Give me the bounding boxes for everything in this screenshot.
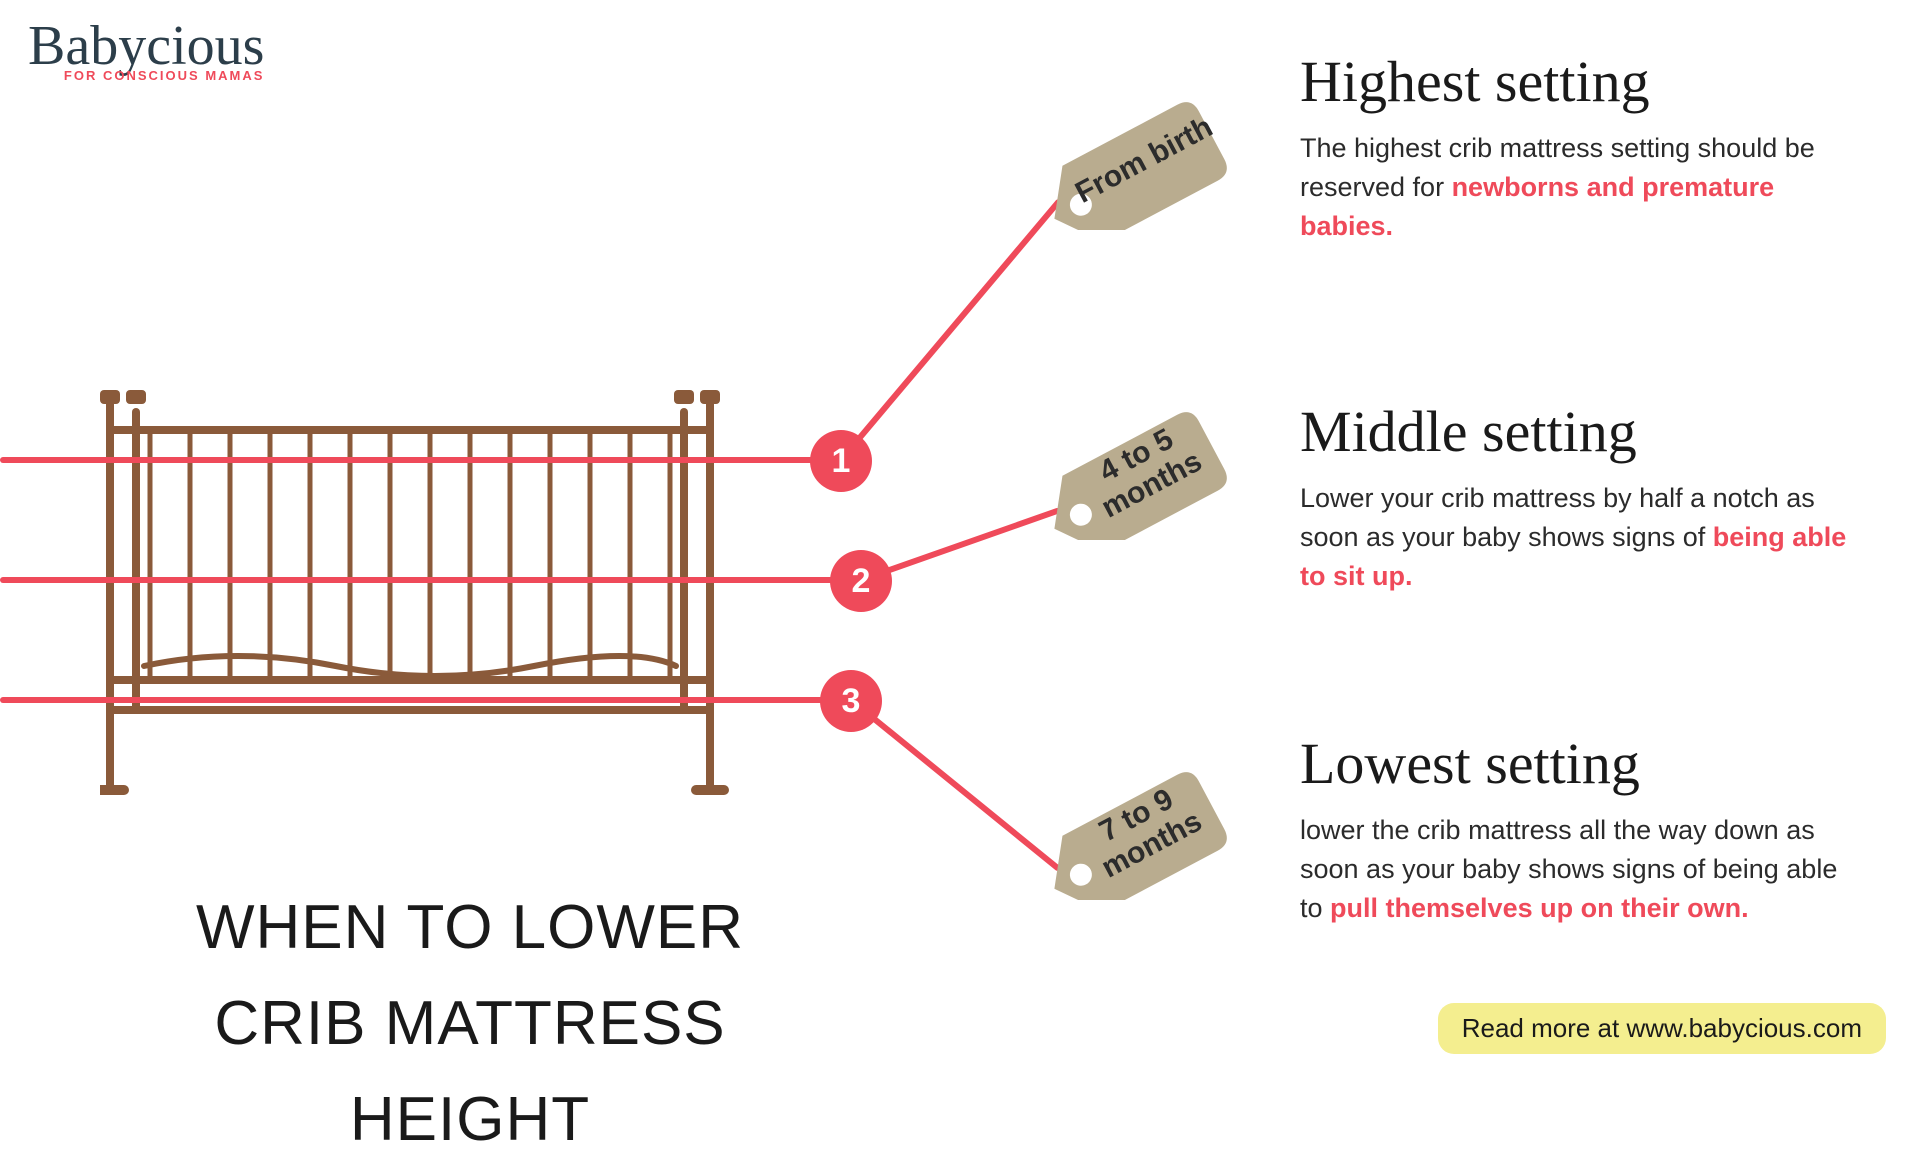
setting-block-1: Highest setting The highest crib mattres… bbox=[1300, 48, 1860, 246]
level-number-2: 2 bbox=[830, 550, 892, 612]
level-line-2 bbox=[0, 577, 890, 583]
setting-heading-2: Middle setting bbox=[1300, 398, 1860, 465]
setting-heading-3: Lowest setting bbox=[1300, 730, 1860, 797]
setting-body-3: lower the crib mattress all the way down… bbox=[1300, 811, 1860, 928]
setting-heading-1: Highest setting bbox=[1300, 48, 1860, 115]
level-line-3 bbox=[0, 697, 880, 703]
setting-body-2: Lower your crib mattress by half a notch… bbox=[1300, 479, 1860, 596]
main-title: WHEN TO LOWER CRIB MATTRESS HEIGHT bbox=[120, 880, 820, 1168]
level-number-3: 3 bbox=[820, 670, 882, 732]
setting-body-1: The highest crib mattress setting should… bbox=[1300, 129, 1860, 246]
read-more-pill[interactable]: Read more at www.babycious.com bbox=[1438, 1003, 1886, 1054]
age-tag-3: 7 to 9 months bbox=[1028, 760, 1238, 900]
age-tag-1: From birth bbox=[1028, 90, 1238, 230]
brand-name: Babycious bbox=[28, 18, 264, 74]
brand-logo: Babycious FOR CONSCIOUS MAMAS bbox=[28, 18, 264, 83]
brand-tagline: FOR CONSCIOUS MAMAS bbox=[28, 68, 264, 83]
read-more-text: Read more at www.babycious.com bbox=[1462, 1013, 1862, 1043]
level-line-1 bbox=[0, 457, 870, 463]
crib-illustration bbox=[100, 390, 740, 815]
level-number-1: 1 bbox=[810, 430, 872, 492]
setting-block-2: Middle setting Lower your crib mattress … bbox=[1300, 398, 1860, 596]
setting-block-3: Lowest setting lower the crib mattress a… bbox=[1300, 730, 1860, 928]
age-tag-2: 4 to 5 months bbox=[1028, 400, 1238, 540]
